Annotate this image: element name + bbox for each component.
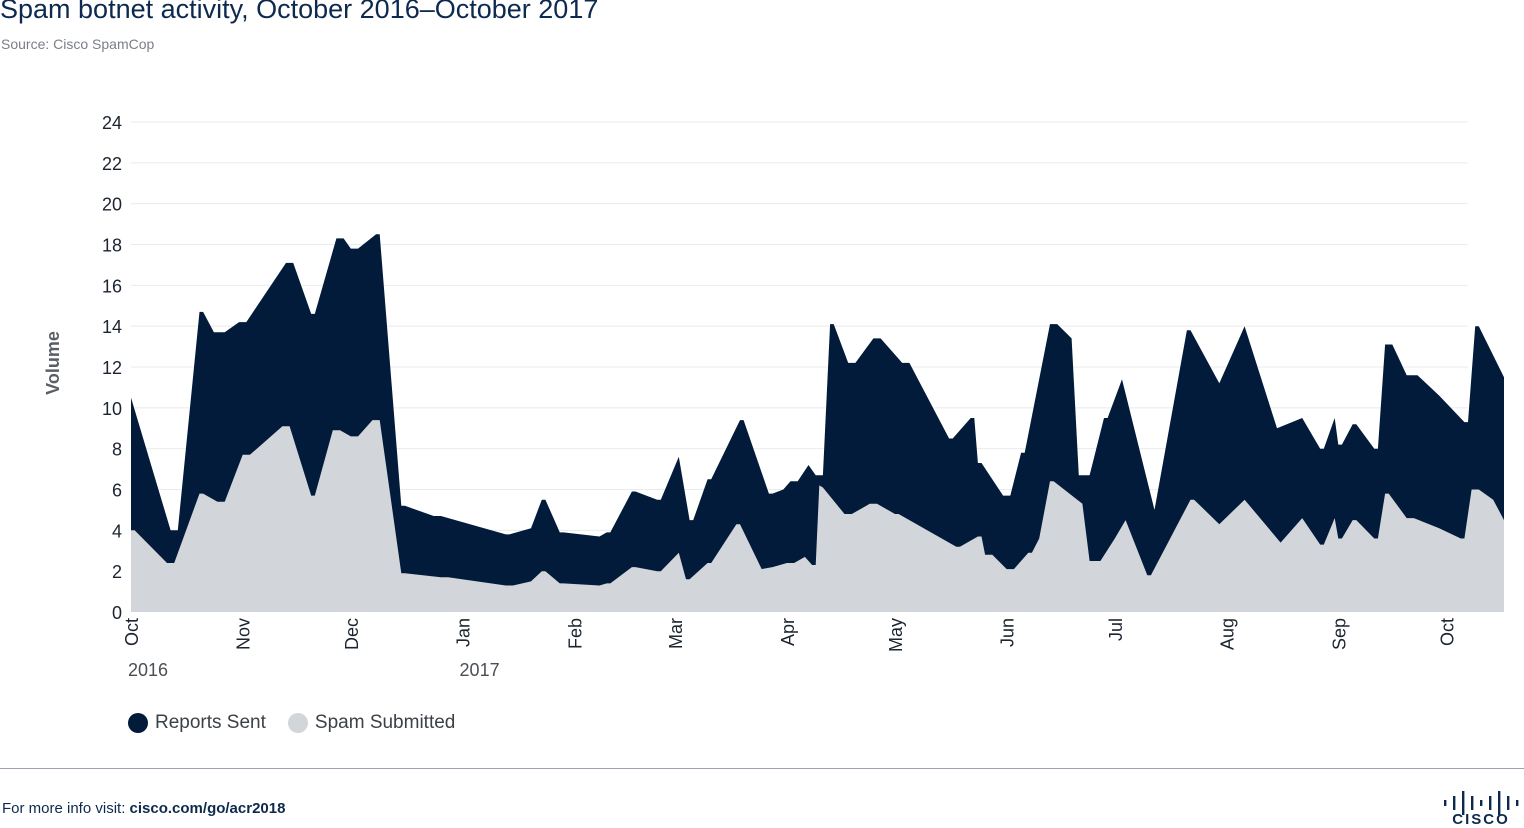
x-tick-label: Aug bbox=[1218, 618, 1238, 650]
series-areas bbox=[131, 234, 1504, 613]
legend-item-spam-submitted[interactable]: Spam Submitted bbox=[287, 712, 456, 734]
y-tick-label: 20 bbox=[102, 195, 122, 215]
y-tick-label: 10 bbox=[102, 399, 122, 419]
footer-divider bbox=[0, 768, 1524, 769]
legend-swatch-spam-submitted bbox=[287, 713, 308, 733]
footer-prefix: For more info visit: bbox=[2, 800, 130, 817]
y-tick-label: 24 bbox=[102, 113, 122, 133]
x-tick-label: Oct bbox=[1437, 618, 1457, 646]
y-tick-label: 18 bbox=[102, 236, 122, 256]
x-tick-label: Jun bbox=[998, 618, 1018, 647]
logo-wordmark: CISCO bbox=[1452, 811, 1510, 824]
y-tick-label: 8 bbox=[112, 440, 122, 460]
y-tick-label: 14 bbox=[102, 317, 122, 337]
y-tick-label: 4 bbox=[112, 521, 122, 541]
x-tick-label: Jul bbox=[1106, 618, 1126, 641]
year-label: 2017 bbox=[460, 660, 500, 680]
y-tick-label: 0 bbox=[112, 603, 122, 623]
series-area-spam-submitted bbox=[131, 420, 1504, 612]
footer-text: For more info visit: cisco.com/go/acr201… bbox=[2, 800, 285, 817]
y-tick-label: 12 bbox=[102, 358, 122, 378]
x-tick-label: Apr bbox=[778, 618, 798, 646]
legend-label-spam-submitted: Spam Submitted bbox=[314, 712, 456, 733]
x-tick-label: Sep bbox=[1329, 618, 1349, 650]
cisco-logo: CISCO bbox=[1444, 791, 1519, 824]
legend: Reports Sent Spam Submitted bbox=[128, 712, 455, 734]
x-tick-label: Nov bbox=[234, 618, 254, 650]
x-tick-label: Oct bbox=[122, 618, 142, 646]
legend-label-reports-sent: Reports Sent bbox=[155, 712, 266, 733]
y-tick-label: 16 bbox=[102, 276, 122, 296]
y-tick-label: 22 bbox=[102, 154, 122, 174]
x-tick-label: May bbox=[886, 618, 906, 652]
year-labels: 2016 2017 bbox=[128, 660, 500, 680]
series-area-reports-sent bbox=[131, 234, 1504, 613]
y-tick-label: 2 bbox=[112, 562, 122, 582]
x-tick-label: Dec bbox=[342, 618, 362, 650]
legend-item-reports-sent[interactable]: Reports Sent bbox=[128, 712, 266, 734]
x-axis-ticks: Oct Nov Dec Jan Feb Mar Apr May Jun Jul Aug Sep Oct bbox=[122, 618, 1457, 652]
x-tick-label: Mar bbox=[666, 618, 686, 649]
y-tick-label: 6 bbox=[112, 481, 122, 501]
x-tick-label: Jan bbox=[454, 618, 474, 647]
legend-swatch-reports-sent bbox=[128, 713, 148, 733]
chart-title: Spam botnet activity, October 2016–Octob… bbox=[0, 0, 599, 24]
chart-source: Source: Cisco SpamCop bbox=[1, 36, 155, 52]
x-tick-label: Feb bbox=[565, 618, 585, 649]
y-axis-label: Volume bbox=[43, 331, 63, 395]
year-label: 2016 bbox=[128, 660, 168, 680]
footer-link[interactable]: cisco.com/go/acr2018 bbox=[129, 800, 286, 817]
